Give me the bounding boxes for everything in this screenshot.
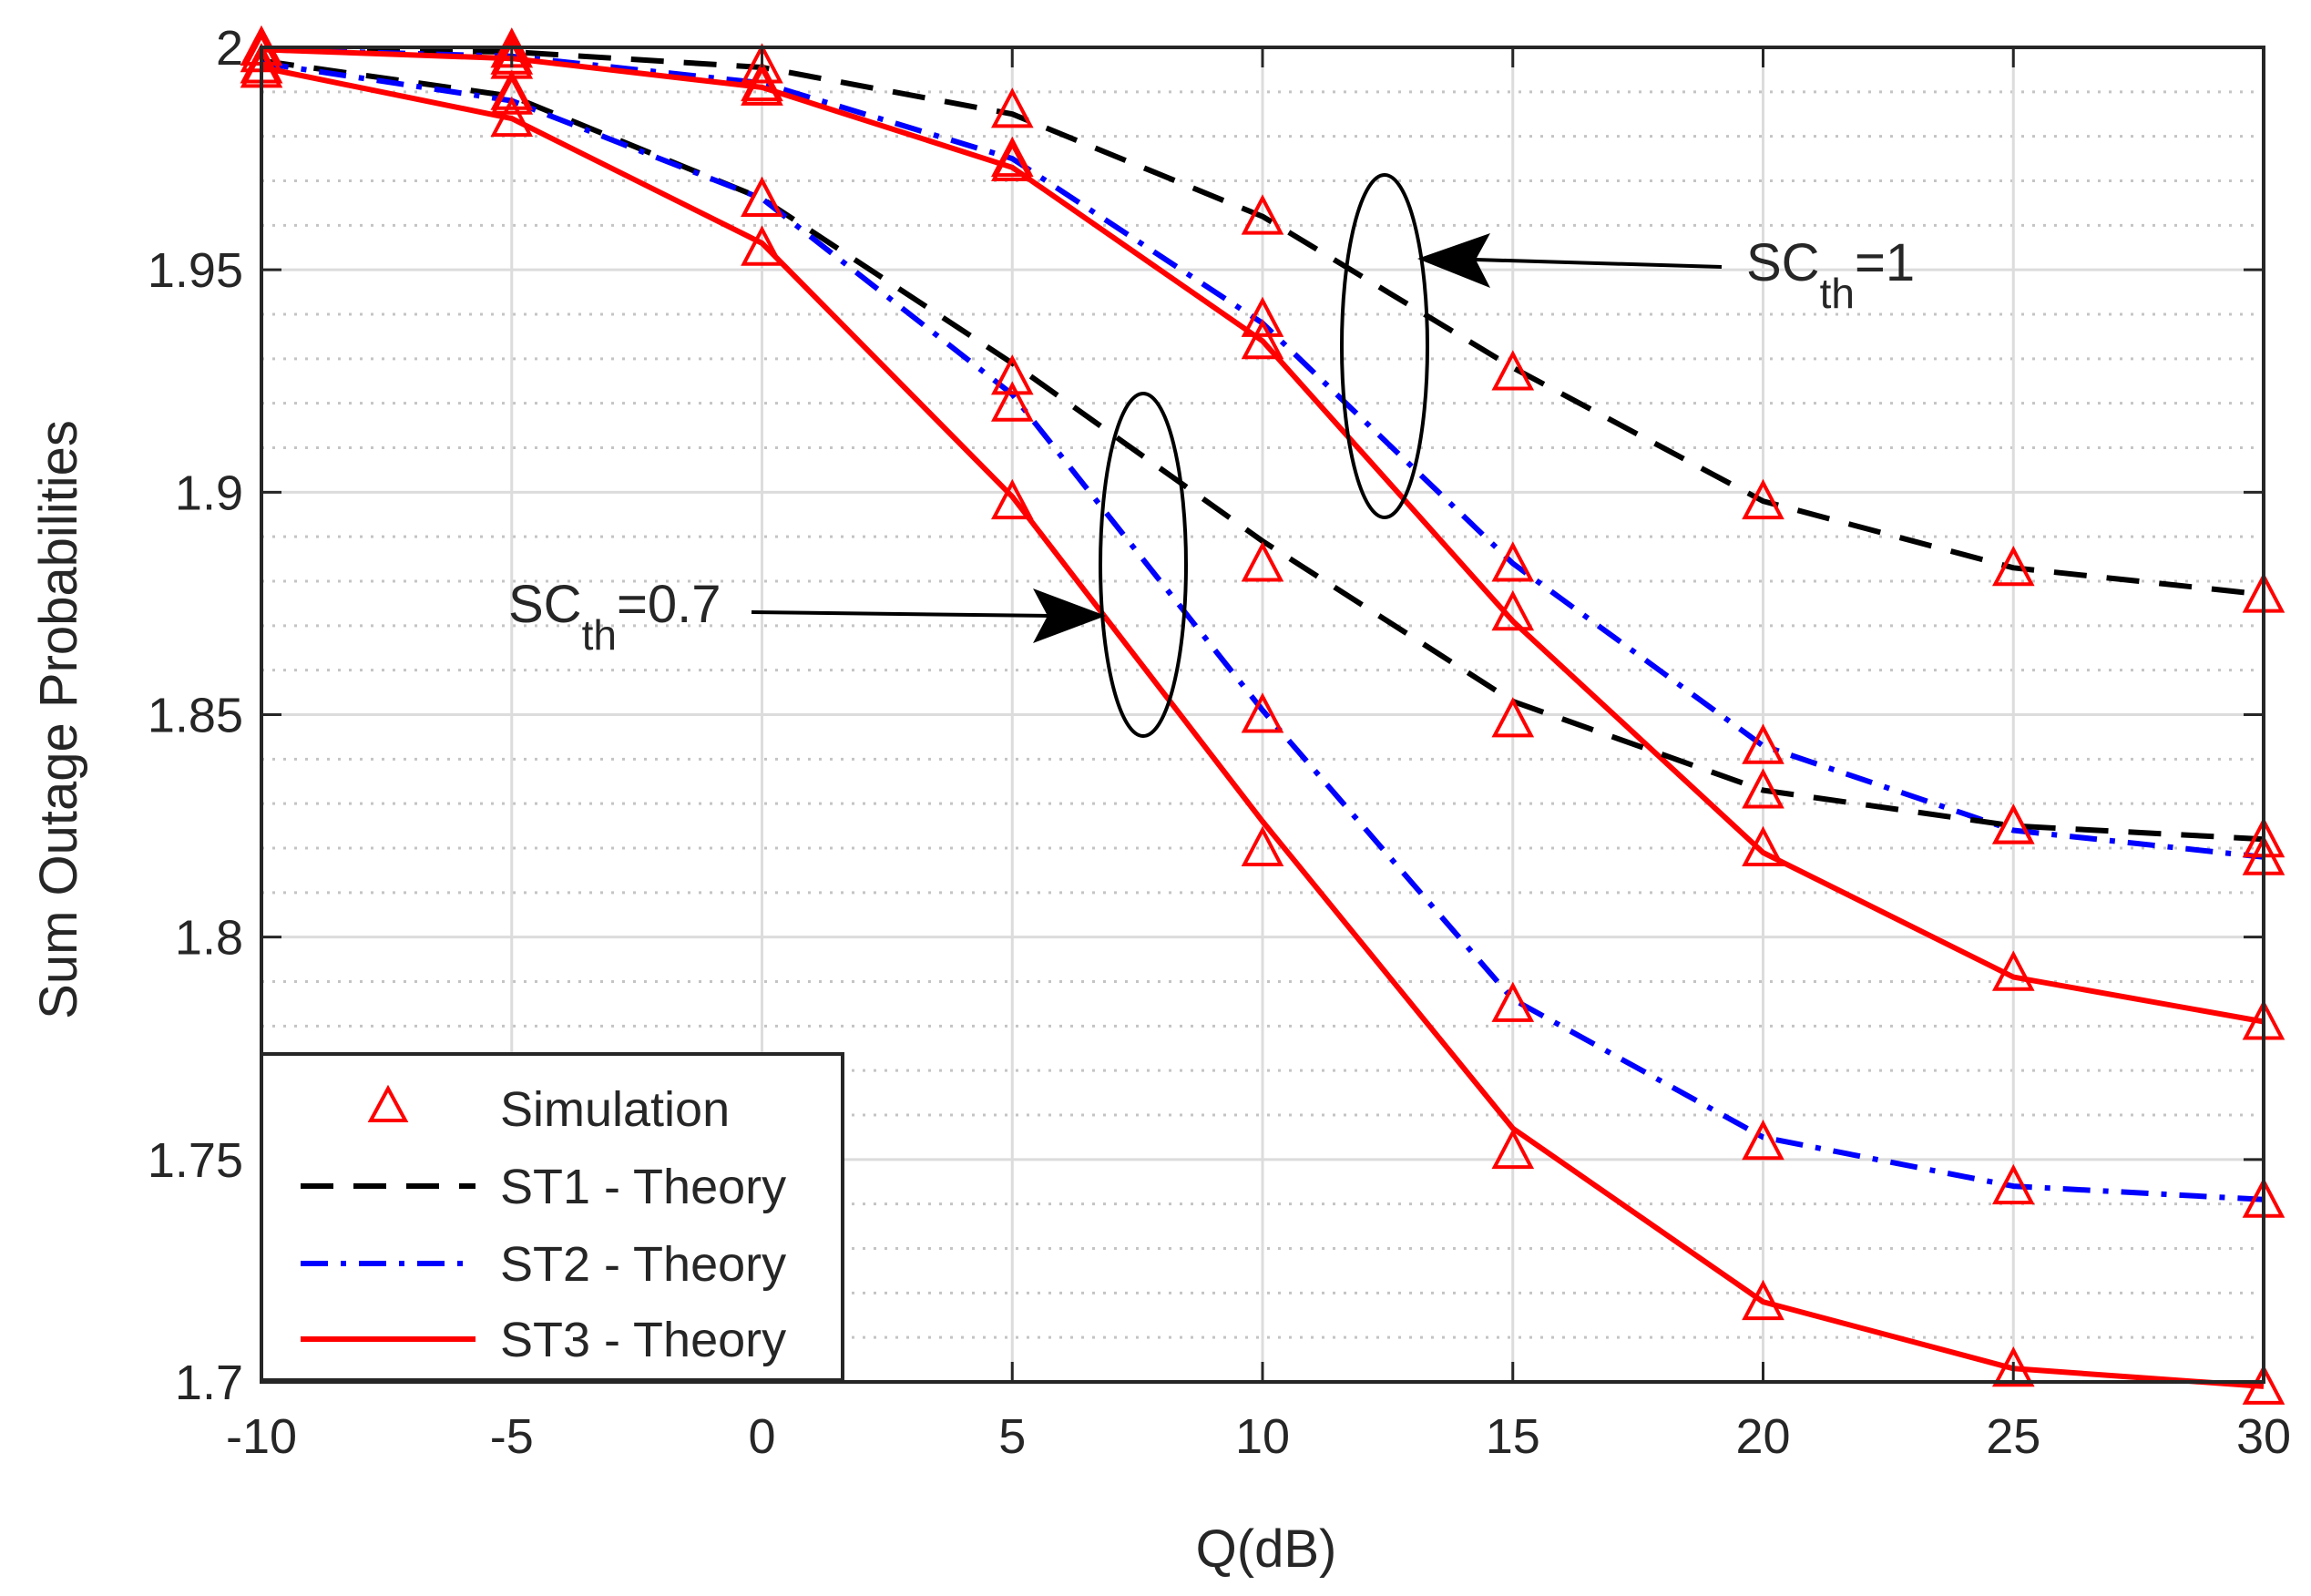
legend-label-st2: ST2 - Theory xyxy=(500,1237,786,1292)
simulation-marker xyxy=(1742,723,1784,764)
simulation-marker xyxy=(741,43,783,84)
simulation-marker xyxy=(1491,589,1535,631)
y-tick-label: 1.75 xyxy=(148,1133,243,1188)
annotation-ellipse-sc1 xyxy=(1340,173,1429,519)
simulation-marker xyxy=(1241,541,1284,582)
simulation-marker xyxy=(1491,1128,1535,1170)
x-axis-label: Q(dB) xyxy=(1196,1519,1337,1579)
legend-marker-triangle xyxy=(367,1084,409,1122)
simulation-marker xyxy=(1241,825,1284,866)
legend-item-st1: ST1 - Theory xyxy=(301,1160,786,1214)
annotation-sc1-suffix: =1 xyxy=(1855,233,1915,292)
simulation-marker xyxy=(990,354,1034,395)
simulation-marker xyxy=(1742,825,1784,866)
annotation-label-sc1: SCth=1 xyxy=(1746,233,1915,317)
simulation-marker xyxy=(490,69,534,110)
annotation-label-sc07: SCth=0.7 xyxy=(508,575,721,659)
x-tick-label: 0 xyxy=(748,1409,775,1464)
x-tick-label: 20 xyxy=(1735,1409,1790,1464)
legend-box xyxy=(260,1052,844,1382)
simulation-marker xyxy=(990,478,1034,520)
legend: Simulation ST1 - Theory ST2 - Theory ST3… xyxy=(260,1052,844,1382)
y-tick-label: 1.7 xyxy=(175,1356,243,1410)
simulation-marker xyxy=(1241,692,1284,733)
legend-label-simulation: Simulation xyxy=(500,1082,730,1137)
st2-theory-line xyxy=(261,60,2265,1202)
legend-label-st1: ST1 - Theory xyxy=(500,1160,786,1214)
simulation-marker xyxy=(1491,697,1535,738)
y-tick-label: 1.85 xyxy=(148,689,243,743)
y-tick-label: 2 xyxy=(216,21,243,76)
annotation-sc1-main: SC xyxy=(1746,233,1820,292)
annotations: SCth=1 SCth=0.7 xyxy=(508,173,1915,738)
x-tick-labels: -10 -5 0 5 10 15 20 25 30 xyxy=(226,1409,2291,1464)
annotation-sc07-suffix: =0.7 xyxy=(617,575,721,634)
st1-theory-line xyxy=(261,46,2265,598)
legend-item-st2: ST2 - Theory xyxy=(301,1237,786,1292)
legend-item-st3: ST3 - Theory xyxy=(301,1313,786,1367)
y-tick-label: 1.8 xyxy=(175,911,243,966)
st3-theory-line xyxy=(261,46,2265,1025)
simulation-marker xyxy=(1241,319,1284,360)
x-tick-label: 30 xyxy=(2236,1409,2291,1464)
simulation-marker xyxy=(741,60,783,102)
annotation-arrowhead-sc07 xyxy=(1033,588,1106,643)
annotation-arrow-sc1 xyxy=(1475,258,1723,269)
simulation-marker xyxy=(990,381,1034,422)
simulation-marker xyxy=(1491,350,1535,391)
x-tick-label: -5 xyxy=(490,1409,534,1464)
legend-label-st3: ST3 - Theory xyxy=(500,1313,786,1367)
annotation-arrowhead-sc1 xyxy=(1417,233,1490,288)
simulation-marker xyxy=(1241,194,1284,235)
annotation-arrow-sc07 xyxy=(751,610,1048,618)
simulation-marker xyxy=(1742,1279,1784,1321)
simulation-marker xyxy=(990,136,1034,178)
simulation-marker xyxy=(1991,803,2035,844)
st3-theory-line xyxy=(261,65,2265,1389)
x-tick-label: 10 xyxy=(1235,1409,1290,1464)
simulation-marker xyxy=(1991,950,2035,991)
simulation-marker xyxy=(741,65,783,106)
x-tick-label: -10 xyxy=(226,1409,297,1464)
simulation-marker xyxy=(1991,1163,2035,1205)
y-axis-label: Sum Outage Probabilities xyxy=(29,420,88,1019)
simulation-marker xyxy=(741,176,783,217)
simulation-marker xyxy=(1742,1120,1784,1161)
simulation-marker xyxy=(741,225,783,266)
simulation-marker xyxy=(1241,296,1284,337)
simulation-marker xyxy=(1991,1346,2035,1387)
simulation-marker xyxy=(1742,478,1784,520)
x-tick-label: 25 xyxy=(1986,1409,2040,1464)
simulation-marker xyxy=(1491,541,1535,582)
simulation-marker xyxy=(1491,981,1535,1022)
y-tick-labels: 1.7 1.75 1.8 1.85 1.9 1.95 2 xyxy=(148,21,243,1410)
simulation-marker xyxy=(990,87,1034,128)
simulation-marker xyxy=(990,140,1034,181)
annotation-ellipse-sc07 xyxy=(1099,392,1188,738)
simulation-marker xyxy=(490,96,534,138)
simulation-marker xyxy=(490,74,534,115)
simulation-marker xyxy=(1742,768,1784,809)
annotation-sc07-sub: th xyxy=(582,611,617,659)
x-tick-label: 15 xyxy=(1486,1409,1540,1464)
simulation-marker xyxy=(1991,546,2035,587)
y-tick-label: 1.9 xyxy=(175,466,243,520)
annotation-sc1-sub: th xyxy=(1820,270,1855,317)
st1-theory-line xyxy=(261,57,2265,843)
simulation-marker xyxy=(2242,1364,2285,1405)
y-tick-label: 1.95 xyxy=(148,243,243,298)
annotation-sc07-main: SC xyxy=(508,575,582,634)
x-tick-label: 5 xyxy=(998,1409,1026,1464)
legend-item-simulation: Simulation xyxy=(367,1082,730,1137)
